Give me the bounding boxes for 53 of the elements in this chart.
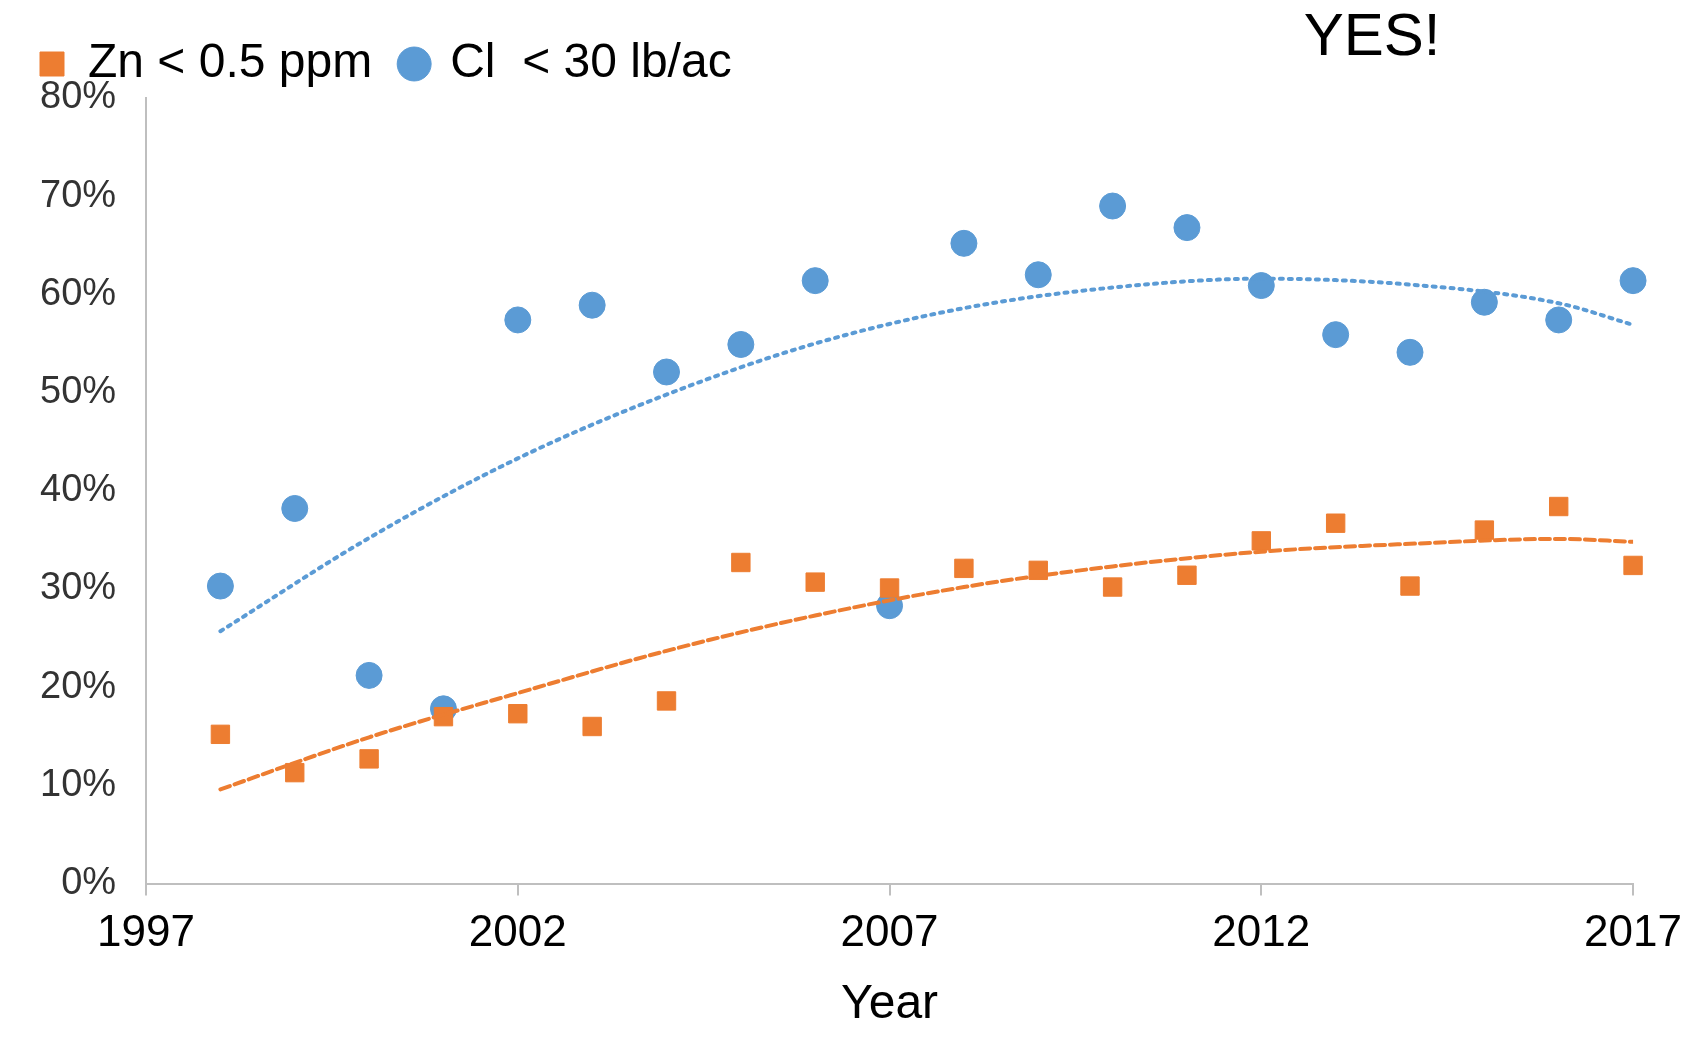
point [1549, 496, 1569, 517]
point [285, 762, 305, 783]
point [879, 578, 900, 598]
point [801, 267, 829, 295]
point [1251, 531, 1271, 551]
point [355, 661, 383, 689]
point [582, 716, 602, 737]
x-tick-label: 2012 [1212, 906, 1311, 956]
y-tick-label: 50% [39, 369, 117, 412]
point [359, 749, 379, 769]
point [508, 704, 528, 724]
x-axis-title: Year [841, 975, 939, 1029]
x-tick-label: 1997 [97, 906, 195, 956]
x-tick-label: 2007 [840, 906, 939, 956]
point [578, 291, 606, 319]
point [281, 494, 309, 522]
point [954, 558, 974, 579]
point [950, 229, 978, 257]
y-tick-label: 10% [39, 761, 117, 804]
point [210, 724, 231, 745]
point [1396, 338, 1424, 366]
point [504, 306, 532, 334]
y-tick-label: 0% [61, 860, 117, 903]
line-series [218, 276, 1634, 634]
point [1102, 577, 1123, 597]
point [1099, 192, 1127, 220]
point [1177, 565, 1197, 585]
point [1623, 555, 1643, 576]
point [1474, 520, 1495, 540]
point [1619, 267, 1647, 295]
y-tick-label: 20% [39, 663, 117, 706]
point [1322, 321, 1350, 349]
point [653, 358, 681, 386]
point [1545, 306, 1573, 334]
text: YES! [1303, 0, 1441, 68]
point [1400, 576, 1420, 596]
point [1470, 288, 1498, 316]
point [1325, 513, 1346, 533]
point [1247, 272, 1275, 300]
point [1024, 261, 1052, 289]
point [805, 572, 825, 592]
point [1173, 214, 1201, 242]
point [206, 572, 234, 600]
point [656, 691, 677, 711]
y-tick-label: 40% [39, 467, 117, 510]
y-tick-label: 60% [39, 270, 117, 313]
x-tick-label: 2002 [468, 906, 567, 956]
y-tick-label: 70% [39, 172, 117, 215]
point [727, 330, 755, 358]
point [731, 552, 751, 573]
y-tick-label: 30% [39, 565, 117, 608]
legend-label: Cl < 30 lb/ac [450, 34, 732, 88]
x-tick-label: 2017 [1584, 906, 1682, 956]
